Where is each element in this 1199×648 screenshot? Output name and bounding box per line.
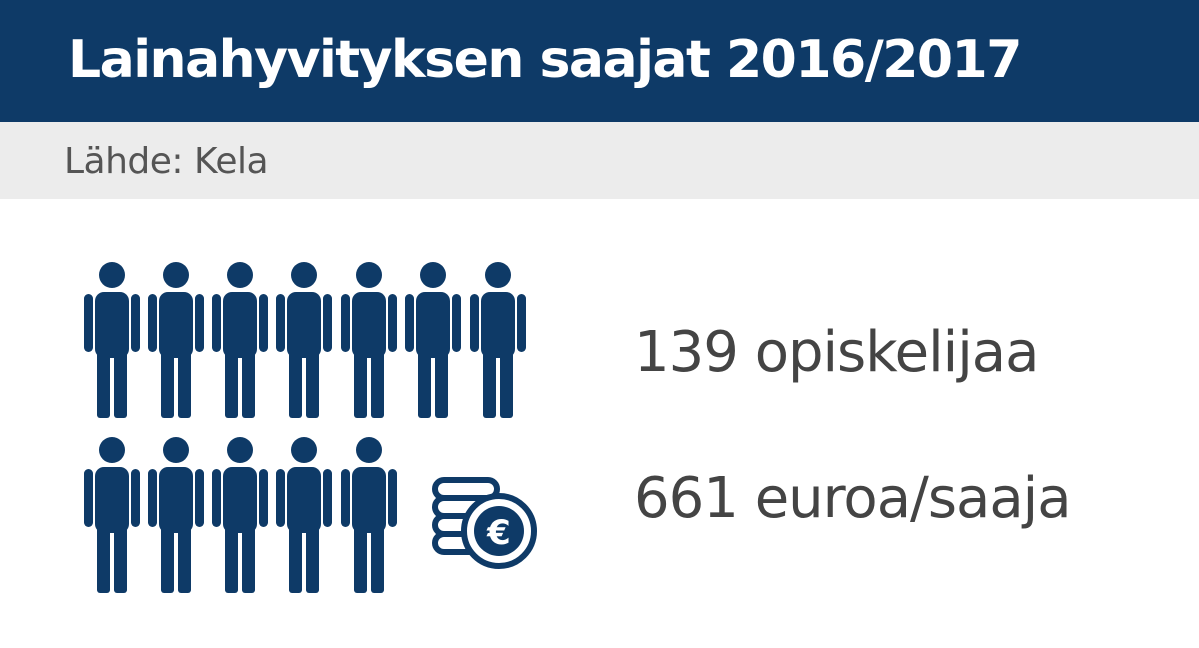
person-icon	[84, 437, 140, 593]
person-icon	[470, 262, 526, 418]
person-icon	[341, 262, 397, 418]
person-icon	[148, 437, 204, 593]
person-icon	[148, 262, 204, 418]
person-icon	[84, 262, 140, 418]
person-icon	[212, 262, 268, 418]
source-label: Lähde: Kela	[64, 141, 269, 182]
person-icon	[276, 262, 332, 418]
header-bar: Lainahyvityksen saajat 2016/2017	[0, 0, 1199, 122]
amount-per-recipient: 661 euroa/saaja	[634, 466, 1072, 531]
person-icon	[341, 437, 397, 593]
page-title: Lainahyvityksen saajat 2016/2017	[68, 30, 1022, 90]
svg-text:€: €	[486, 513, 511, 553]
recipients-count: 139 opiskelijaa	[634, 320, 1039, 385]
source-bar: Lähde: Kela	[0, 122, 1199, 199]
person-icon	[405, 262, 461, 418]
person-icon	[276, 437, 332, 593]
person-icon	[212, 437, 268, 593]
euro-coins-icon: €	[432, 477, 537, 569]
